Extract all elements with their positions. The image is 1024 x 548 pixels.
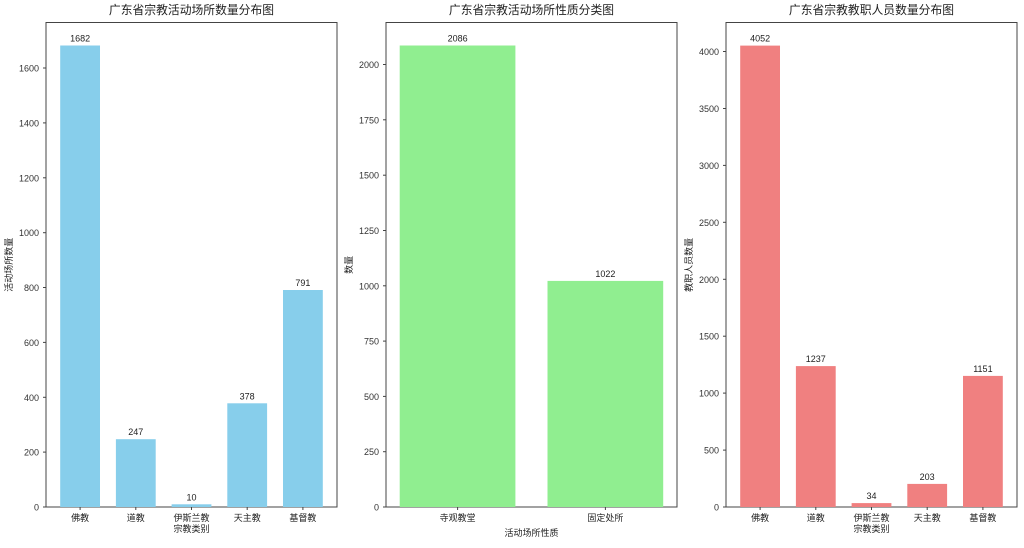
- svg-text:10: 10: [186, 492, 196, 502]
- svg-text:1000: 1000: [699, 389, 719, 399]
- svg-text:0: 0: [714, 503, 719, 513]
- svg-text:3500: 3500: [699, 104, 719, 114]
- svg-text:寺观教堂: 寺观教堂: [440, 512, 476, 523]
- svg-text:教职人员数量: 教职人员数量: [683, 238, 694, 292]
- svg-text:800: 800: [24, 283, 39, 293]
- svg-text:750: 750: [364, 337, 379, 347]
- svg-text:1000: 1000: [359, 281, 379, 291]
- svg-text:2000: 2000: [359, 60, 379, 70]
- svg-text:佛教: 佛教: [71, 512, 89, 523]
- svg-text:2000: 2000: [699, 275, 719, 285]
- svg-text:数量: 数量: [343, 256, 354, 274]
- svg-text:天主教: 天主教: [234, 512, 261, 523]
- svg-text:1237: 1237: [806, 354, 826, 364]
- svg-text:4052: 4052: [750, 34, 770, 44]
- svg-text:203: 203: [920, 472, 935, 482]
- svg-text:1600: 1600: [19, 64, 39, 74]
- svg-text:247: 247: [128, 427, 143, 437]
- svg-text:250: 250: [364, 447, 379, 457]
- svg-text:1400: 1400: [19, 118, 39, 128]
- svg-text:伊斯兰教: 伊斯兰教: [173, 512, 209, 523]
- svg-text:378: 378: [240, 391, 255, 401]
- svg-text:34: 34: [866, 491, 876, 501]
- svg-text:活动场所数量: 活动场所数量: [3, 238, 14, 292]
- svg-text:2086: 2086: [448, 34, 468, 44]
- svg-text:广东省宗教教职人员数量分布图: 广东省宗教教职人员数量分布图: [789, 3, 954, 17]
- svg-text:400: 400: [24, 393, 39, 403]
- svg-text:200: 200: [24, 448, 39, 458]
- svg-text:500: 500: [704, 446, 719, 456]
- svg-text:1750: 1750: [359, 115, 379, 125]
- svg-text:1500: 1500: [359, 171, 379, 181]
- svg-text:1200: 1200: [19, 173, 39, 183]
- svg-text:3000: 3000: [699, 161, 719, 171]
- svg-text:佛教: 佛教: [751, 512, 769, 523]
- svg-text:0: 0: [34, 503, 39, 513]
- svg-text:道教: 道教: [807, 512, 825, 523]
- svg-text:4000: 4000: [699, 47, 719, 57]
- svg-text:宗教类别: 宗教类别: [173, 523, 209, 534]
- svg-text:1250: 1250: [359, 226, 379, 236]
- svg-text:0: 0: [374, 503, 379, 513]
- svg-text:基督教: 基督教: [289, 512, 316, 523]
- svg-text:伊斯兰教: 伊斯兰教: [853, 512, 889, 523]
- svg-text:1500: 1500: [699, 332, 719, 342]
- svg-text:600: 600: [24, 338, 39, 348]
- svg-text:广东省宗教活动场所数量分布图: 广东省宗教活动场所数量分布图: [109, 3, 274, 17]
- svg-text:1682: 1682: [70, 34, 90, 44]
- svg-text:791: 791: [295, 278, 310, 288]
- svg-text:宗教类别: 宗教类别: [853, 523, 889, 534]
- svg-text:活动场所性质: 活动场所性质: [504, 527, 558, 538]
- svg-text:1000: 1000: [19, 228, 39, 238]
- svg-text:天主教: 天主教: [914, 512, 941, 523]
- svg-text:广东省宗教活动场所性质分类图: 广东省宗教活动场所性质分类图: [449, 3, 614, 17]
- svg-text:基督教: 基督教: [969, 512, 996, 523]
- svg-text:2500: 2500: [699, 218, 719, 228]
- svg-text:固定处所: 固定处所: [587, 512, 623, 523]
- svg-text:1022: 1022: [595, 269, 615, 279]
- svg-text:500: 500: [364, 392, 379, 402]
- svg-text:1151: 1151: [973, 364, 992, 374]
- svg-text:道教: 道教: [127, 512, 145, 523]
